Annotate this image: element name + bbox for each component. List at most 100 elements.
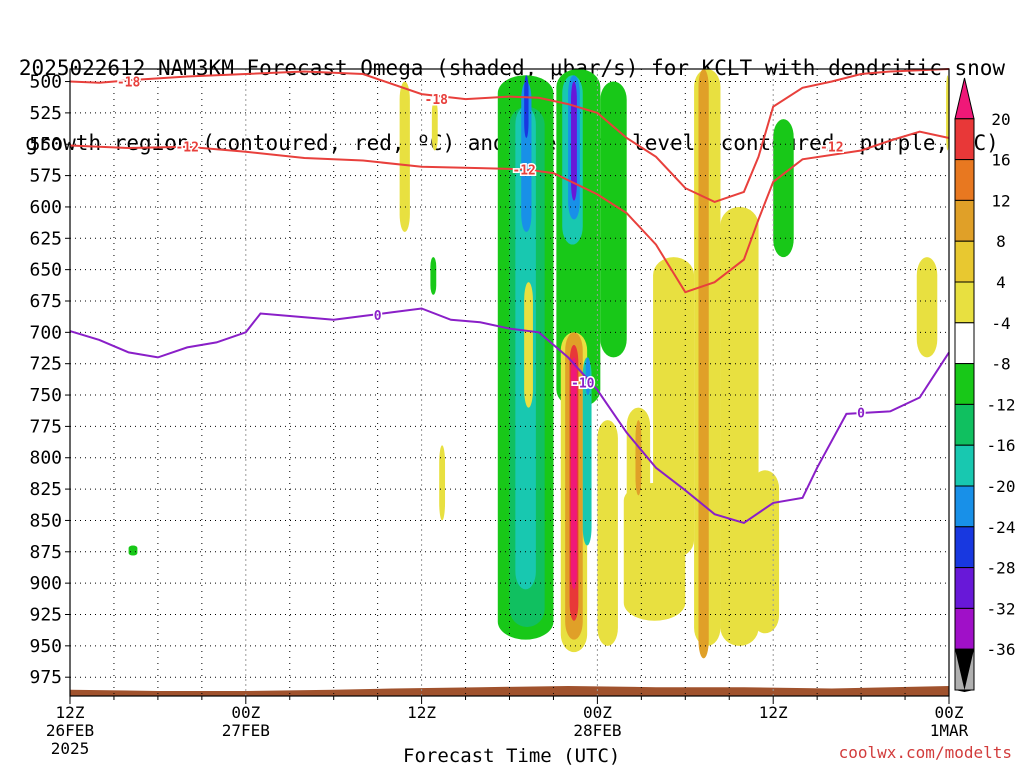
- dgz-contour-minus18: [69, 68, 950, 203]
- colorbar-cell: [955, 690, 974, 692]
- omega-region: [431, 100, 438, 151]
- omega-region: [600, 81, 627, 358]
- colorbar-cell: [954, 567, 975, 609]
- colorbar-label: -28: [987, 559, 1016, 578]
- y-tick-label: 675: [29, 291, 62, 312]
- colorbar-cell: [954, 444, 975, 487]
- y-tick-label: 975: [29, 667, 62, 688]
- y-tick-label: 850: [29, 510, 62, 531]
- contour-label: 0: [374, 309, 382, 324]
- omega-region: [430, 257, 437, 295]
- colorbar-cell: [954, 240, 975, 283]
- colorbar-cell: [954, 118, 975, 161]
- x-tick-date: 27FEB: [222, 721, 270, 740]
- omega-region: [585, 357, 591, 396]
- y-tick-label: 950: [29, 636, 62, 657]
- omega-region: [582, 357, 592, 546]
- omega-region: [439, 445, 446, 521]
- colorbar-label: 8: [996, 232, 1006, 251]
- colorbar-label: -20: [987, 477, 1016, 496]
- colorbar-label: 20: [991, 110, 1010, 129]
- x-tick-label: 00Z: [231, 703, 260, 722]
- colorbar-cell: [954, 363, 975, 405]
- colorbar-cell: [954, 607, 975, 650]
- y-tick-label: 750: [29, 385, 62, 406]
- omega-region: [698, 69, 709, 659]
- y-tick-label: 625: [29, 228, 62, 249]
- contour-label: -18: [425, 93, 449, 108]
- y-tick-label: 700: [29, 322, 62, 343]
- contours: -18 -18 -12 -12 -12 0 -10 0: [69, 68, 950, 524]
- y-tick-label: 925: [29, 604, 62, 625]
- x-tick-label: 00Z: [935, 703, 964, 722]
- omega-region: [635, 420, 642, 496]
- omega-region: [524, 282, 533, 408]
- y-tick-label: 500: [29, 72, 62, 93]
- colorbar-cell: [954, 77, 975, 120]
- contour-label: -18: [117, 76, 141, 91]
- y-tick-label: 775: [29, 416, 62, 437]
- omega-shading: [128, 69, 949, 659]
- omega-region: [571, 357, 577, 590]
- contour-label: 0: [857, 407, 865, 422]
- colorbar-label: -24: [987, 518, 1016, 537]
- colorbar-cell: [954, 159, 975, 201]
- colorbar-label: -32: [987, 599, 1016, 618]
- y-tick-label: 800: [29, 448, 62, 469]
- omega-region: [946, 75, 949, 151]
- colorbar-cell: [954, 199, 975, 242]
- contour-label: -12: [512, 163, 535, 178]
- y-tick-label: 650: [29, 260, 62, 281]
- contour-label: -12: [820, 141, 843, 156]
- colorbar-cell: [954, 485, 975, 528]
- omega-region: [653, 257, 695, 559]
- credit-text: coolwx.com/modelts: [838, 743, 1012, 762]
- chart-title: 2025022612 NAM3KM Forecast Omega (shaded…: [0, 6, 1024, 181]
- y-tick-label: 600: [29, 197, 62, 218]
- freezing-level-contour: [69, 307, 950, 524]
- colorbar-label: 16: [991, 151, 1010, 170]
- x-tick-date: 28FEB: [573, 721, 621, 740]
- x-axis-label: Forecast Time (UTC): [403, 745, 621, 767]
- colorbar-cell: [954, 281, 975, 324]
- y-tick-label: 525: [29, 103, 62, 124]
- colorbar-label: 4: [996, 273, 1006, 292]
- y-tick-label: 875: [29, 542, 62, 563]
- y-tick-label: 725: [29, 354, 62, 375]
- y-tick-label: 550: [29, 134, 62, 155]
- y-tick-label: 825: [29, 479, 62, 500]
- contour-label: -10: [571, 377, 595, 392]
- colorbar-label: -8: [991, 355, 1010, 374]
- x-tick-date: 26FEB: [46, 721, 94, 740]
- omega-region: [597, 420, 618, 646]
- omega-region: [773, 119, 794, 258]
- omega-region: [916, 257, 938, 358]
- contour-label: -12: [175, 141, 198, 156]
- x-tick-label: 12Z: [407, 703, 436, 722]
- dgz-contour-minus12: [69, 130, 950, 294]
- omega-region: [128, 545, 138, 556]
- colorbar-cell: [954, 526, 975, 569]
- colorbar-cell: [954, 322, 975, 365]
- omega-region: [571, 81, 577, 201]
- y-tick-label: 575: [29, 166, 62, 187]
- x-tick-label: 00Z: [583, 703, 612, 722]
- grid: [70, 69, 949, 696]
- x-tick-label: 12Z: [56, 703, 85, 722]
- colorbar-label: -12: [987, 395, 1016, 414]
- omega-region: [524, 75, 529, 138]
- omega-region: [521, 81, 532, 233]
- colorbar-label: -4: [991, 314, 1010, 333]
- colorbar-label: -16: [987, 436, 1016, 455]
- colorbar-label: -36: [987, 640, 1016, 659]
- x-tick-year: 2025: [51, 739, 90, 758]
- colorbar: 20 16 12 8 4 -4 -8 -12 -16 -20 -24 -28 -32 -36: [954, 77, 1016, 692]
- chart-title-line1: 2025022612 NAM3KM Forecast Omega (shaded…: [18, 56, 1006, 80]
- y-tick-label: 900: [29, 573, 62, 594]
- omega-region: [720, 206, 759, 646]
- colorbar-cell: [955, 649, 974, 690]
- axes: 500 525 550 575 600 625 650 675 700 725 750 775 800 8…: [29, 68, 969, 758]
- colorbar-cell: [954, 403, 975, 446]
- omega-region: [399, 81, 410, 233]
